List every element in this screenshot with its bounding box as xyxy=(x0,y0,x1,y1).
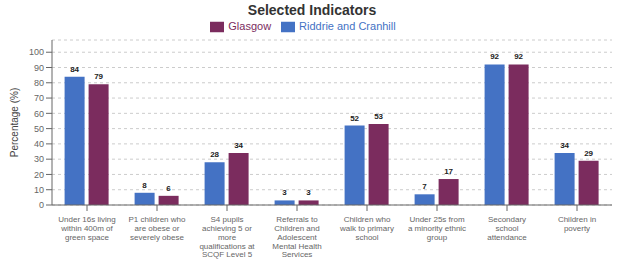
svg-text:80: 80 xyxy=(34,78,44,88)
svg-text:34: 34 xyxy=(234,141,243,150)
svg-text:P1 children whoare obese orsev: P1 children whoare obese orseverely obes… xyxy=(129,215,186,242)
svg-text:7: 7 xyxy=(422,182,427,191)
svg-text:100: 100 xyxy=(29,47,44,57)
svg-text:8: 8 xyxy=(142,181,147,190)
svg-text:52: 52 xyxy=(350,114,359,123)
html-text:Riddrie and Cranhill: Riddrie and Cranhill xyxy=(299,20,396,32)
html-text:Glasgow: Glasgow xyxy=(228,20,272,32)
svg-text:30: 30 xyxy=(34,154,44,164)
svg-text:3: 3 xyxy=(282,188,287,197)
svg-text:92: 92 xyxy=(490,52,499,61)
svg-text:40: 40 xyxy=(34,139,44,149)
svg-text:Percentage (%): Percentage (%) xyxy=(9,88,20,157)
svg-text:3: 3 xyxy=(306,188,311,197)
svg-text:Under 16s livingwithin 400m of: Under 16s livingwithin 400m ofgreen spac… xyxy=(58,215,115,242)
svg-text:Secondaryschoolattendance: Secondaryschoolattendance xyxy=(487,215,527,242)
svg-text:0: 0 xyxy=(39,200,44,210)
svg-text:28: 28 xyxy=(210,150,219,159)
svg-text:6: 6 xyxy=(166,184,171,193)
svg-text:90: 90 xyxy=(34,63,44,73)
svg-text:79: 79 xyxy=(94,72,103,81)
svg-text:29: 29 xyxy=(584,149,593,158)
svg-text:Under 25s froma minority ethni: Under 25s froma minority ethnicgroup xyxy=(408,215,466,242)
svg-text:Referrals toChildren andAdoles: Referrals toChildren andAdolescentMental… xyxy=(272,215,321,259)
svg-text:34: 34 xyxy=(560,141,569,150)
svg-text:92: 92 xyxy=(514,52,523,61)
svg-text:20: 20 xyxy=(34,170,44,180)
html-text:Selected Indicators: Selected Indicators xyxy=(247,2,377,18)
svg-text:S4 pupilsachieving 5 ormorequa: S4 pupilsachieving 5 ormorequalification… xyxy=(199,215,255,259)
svg-text:84: 84 xyxy=(70,65,79,74)
svg-text:Children whowalk to primarysch: Children whowalk to primaryschool xyxy=(339,215,394,242)
svg-text:53: 53 xyxy=(374,112,383,121)
svg-text:60: 60 xyxy=(34,109,44,119)
svg-text:Children inpoverty: Children inpoverty xyxy=(558,215,596,233)
svg-text:70: 70 xyxy=(34,93,44,103)
svg-text:10: 10 xyxy=(34,185,44,195)
svg-text:17: 17 xyxy=(444,167,453,176)
svg-text:50: 50 xyxy=(34,124,44,134)
